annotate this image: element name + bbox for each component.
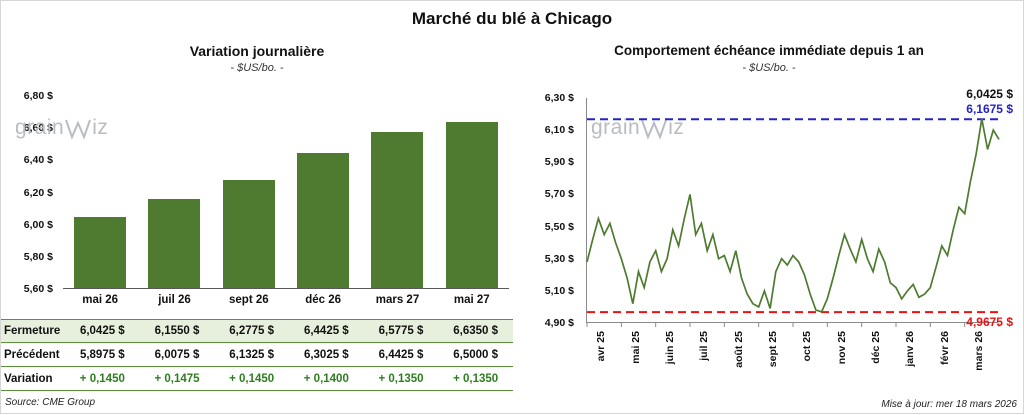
y-tick-label: 5,90 $ [544, 156, 574, 169]
x-axis-label: janv 26 [904, 331, 917, 367]
y-tick-label: 5,30 $ [544, 252, 574, 265]
line-chart-title: Comportement échéance immédiate depuis 1… [614, 43, 924, 58]
table-cell: 6,0075 $ [154, 348, 200, 361]
x-axis-label: juil 25 [698, 331, 711, 361]
x-axis-label: août 25 [732, 331, 745, 368]
x-axis-label: nov 25 [835, 331, 848, 365]
line-chart-svg [586, 118, 1000, 327]
x-axis-label: juin 25 [663, 331, 676, 365]
bar [222, 179, 275, 288]
table-cell: 6,0425 $ [79, 325, 125, 337]
line-x-axis: avr 25 mai 25 juin 25 juil 25 août 25 sept 25… [586, 327, 998, 385]
table-cell: 6,2775 $ [229, 325, 275, 337]
table-cell: 6,6350 $ [453, 325, 499, 337]
bar-cell [286, 96, 360, 288]
bar-chart-subtitle: - $US/bo. - [230, 62, 284, 74]
row-label: Fermeture [4, 325, 61, 337]
line-y-axis: 6,30 $ 6,10 $ 5,90 $ 5,70 $ 5,50 $ 5,30 $ 5,10… [526, 92, 578, 329]
table-row: Fermeture 6,0425 $ 6,1550 $ 6,2775 $ 6,4425 … [1, 319, 513, 343]
table-cell: 6,3025 $ [303, 348, 349, 361]
y-tick-label: 5,60 $ [23, 283, 53, 295]
y-tick-label: 6,10 $ [544, 124, 574, 137]
table-cell: 5,8975 $ [79, 348, 125, 361]
bar-y-axis: 6,80 $ 6,60 $ 6,40 $ 6,20 $ 6,00 $ 5,80 $ 5,60… [1, 90, 57, 295]
watermark-text-left: grain [15, 116, 65, 139]
table-cell: + 0,1450 [229, 372, 275, 385]
table-cell: 6,1550 $ [154, 325, 200, 337]
grainwiz-watermark: grain iz [15, 115, 108, 141]
y-tick-label: 5,70 $ [544, 188, 574, 201]
x-axis-label: oct 25 [801, 331, 814, 362]
price-line [586, 118, 1000, 313]
row-label: Variation [4, 372, 53, 385]
y-tick-label: 6,30 $ [544, 92, 574, 104]
x-axis-label: sept 25 [766, 331, 779, 368]
daily-variation-panel: Variation journalière - $US/bo. - grain … [1, 31, 513, 415]
x-axis-label: déc 25 [869, 331, 882, 364]
x-axis-label: févr 26 [938, 331, 951, 365]
bar [445, 122, 498, 288]
category-label: sept 26 [229, 294, 269, 306]
table-cell: 6,4425 $ [378, 348, 424, 361]
bar-cell [360, 96, 434, 288]
table-cell: 6,5775 $ [378, 325, 424, 337]
y-tick-label: 6,40 $ [23, 154, 53, 167]
price-table: Fermeture 6,0425 $ 6,1550 $ 6,2775 $ 6,4425 … [1, 319, 513, 391]
table-cell: + 0,1350 [453, 372, 499, 385]
table-cell: 6,4425 $ [303, 325, 349, 337]
table-cell: + 0,1475 [154, 372, 200, 385]
grainwiz-watermark: grain iz [591, 115, 684, 141]
y-tick-label: 6,00 $ [23, 218, 53, 231]
category-label: juil 26 [158, 294, 191, 306]
x-axis-label: mars 26 [972, 331, 985, 371]
watermark-w-icon [65, 119, 92, 140]
bar [148, 199, 201, 288]
bar-x-axis: mai 26 juil 26 sept 26 déc 26 mars 27 mai 27 [63, 289, 509, 306]
watermark-text-right: iz [92, 116, 109, 139]
bar-cell [137, 96, 211, 288]
last-price-label: 6,0425 $ [966, 87, 1013, 101]
bar [74, 217, 127, 288]
table-cell: 6,5000 $ [453, 348, 499, 361]
page-title: Marché du blé à Chicago [411, 9, 613, 28]
low-price-label: 4,9675 $ [966, 315, 1013, 329]
source-note: Source: CME Group [5, 397, 96, 408]
x-axis-label: avr 25 [595, 331, 608, 362]
y-tick-label: 5,10 $ [544, 284, 574, 297]
bar [371, 131, 424, 288]
category-label: mai 27 [453, 294, 490, 306]
table-cell: + 0,1450 [79, 372, 125, 385]
table-cell: + 0,1350 [378, 372, 424, 385]
y-tick-label: 6,80 $ [23, 90, 53, 102]
watermark-text-right: iz [668, 116, 685, 139]
line-plot [586, 98, 1000, 327]
line-chart-subtitle: - $US/bo. - [742, 62, 796, 74]
bar-cell [63, 96, 137, 288]
category-label: mars 27 [375, 294, 420, 306]
bar [297, 153, 350, 288]
table-row: Variation + 0,1450 + 0,1475 + 0,1450 + 0,140… [1, 367, 513, 391]
watermark-text-left: grain [591, 116, 641, 139]
bar-cell [212, 96, 286, 288]
table-cell: + 0,1400 [303, 372, 349, 385]
x-axis-label: mai 25 [629, 331, 642, 364]
row-label: Précédent [4, 348, 60, 361]
y-tick-label: 5,50 $ [544, 220, 574, 233]
high-price-label: 6,1675 $ [966, 102, 1013, 116]
category-label: déc 26 [305, 294, 342, 306]
updated-note: Mise à jour: mer 18 mars 2026 [881, 399, 1017, 410]
bar-plot [63, 96, 509, 289]
one-year-panel: Comportement échéance immédiate depuis 1… [513, 31, 1024, 415]
y-tick-label: 4,90 $ [544, 317, 574, 329]
bar-chart-title: Variation journalière [189, 43, 325, 59]
table-cell: 6,1325 $ [229, 348, 275, 361]
y-tick-label: 6,60 $ [23, 122, 53, 135]
bar-cell [435, 96, 509, 288]
y-tick-label: 6,20 $ [23, 186, 53, 199]
category-label: mai 26 [82, 294, 119, 306]
y-tick-label: 5,80 $ [23, 250, 53, 263]
table-row: Précédent 5,8975 $ 6,0075 $ 6,1325 $ 6,3025 … [1, 343, 513, 367]
watermark-w-icon [641, 119, 668, 140]
